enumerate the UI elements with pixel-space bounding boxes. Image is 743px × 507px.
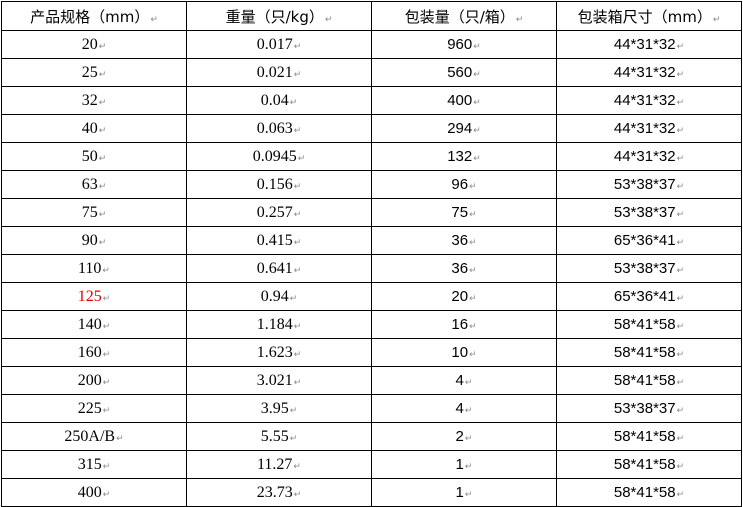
cell-pack-qty: 400 xyxy=(371,86,557,115)
header-row: 产品规格（mm） 重量（只/kg） 包装量（只/箱） 包装箱尺寸（mm） xyxy=(1,1,742,31)
cell-box-size: 53*38*37 xyxy=(556,170,742,199)
header-spec: 产品规格（mm） xyxy=(1,1,187,31)
table-row: 1100.6413653*38*37 xyxy=(1,254,742,283)
cell-pack-qty: 1 xyxy=(371,478,557,507)
cell-weight: 0.017 xyxy=(186,30,372,59)
cell-weight: 23.73 xyxy=(186,478,372,507)
cell-spec: 40 xyxy=(1,114,187,143)
cell-pack-qty: 4 xyxy=(371,366,557,395)
cell-spec: 400 xyxy=(1,478,187,507)
table-row: 320.0440044*31*32 xyxy=(1,86,742,115)
cell-pack-qty: 2 xyxy=(371,422,557,451)
cell-pack-qty: 20 xyxy=(371,282,557,311)
cell-weight: 0.04 xyxy=(186,86,372,115)
cell-weight: 1.623 xyxy=(186,338,372,367)
cell-weight: 0.257 xyxy=(186,198,372,227)
cell-box-size: 58*41*58 xyxy=(556,366,742,395)
cell-weight: 0.021 xyxy=(186,58,372,87)
cell-weight: 5.55 xyxy=(186,422,372,451)
cell-spec: 90 xyxy=(1,226,187,255)
table-row: 250.02156044*31*32 xyxy=(1,58,742,87)
cell-spec: 20 xyxy=(1,30,187,59)
cell-spec: 63 xyxy=(1,170,187,199)
cell-spec: 125 xyxy=(1,282,187,311)
cell-box-size: 53*38*37 xyxy=(556,254,742,283)
cell-weight: 0.415 xyxy=(186,226,372,255)
cell-box-size: 58*41*58 xyxy=(556,450,742,479)
cell-pack-qty: 1 xyxy=(371,450,557,479)
cell-weight: 11.27 xyxy=(186,450,372,479)
cell-box-size: 58*41*58 xyxy=(556,310,742,339)
cell-box-size: 58*41*58 xyxy=(556,478,742,507)
table-row: 2003.021458*41*58 xyxy=(1,366,742,395)
cell-spec: 140 xyxy=(1,310,187,339)
table-row: 500.094513244*31*32 xyxy=(1,142,742,171)
cell-box-size: 58*41*58 xyxy=(556,338,742,367)
cell-pack-qty: 10 xyxy=(371,338,557,367)
table-row: 40023.73158*41*58 xyxy=(1,478,742,507)
cell-spec: 315 xyxy=(1,450,187,479)
cell-box-size: 44*31*32 xyxy=(556,114,742,143)
cell-weight: 0.063 xyxy=(186,114,372,143)
cell-weight: 3.95 xyxy=(186,394,372,423)
cell-pack-qty: 294 xyxy=(371,114,557,143)
cell-spec: 225 xyxy=(1,394,187,423)
cell-pack-qty: 96 xyxy=(371,170,557,199)
cell-box-size: 44*31*32 xyxy=(556,142,742,171)
cell-spec: 75 xyxy=(1,198,187,227)
cell-box-size: 65*36*41 xyxy=(556,282,742,311)
cell-weight: 1.184 xyxy=(186,310,372,339)
table-row: 1401.1841658*41*58 xyxy=(1,310,742,339)
cell-pack-qty: 36 xyxy=(371,254,557,283)
cell-pack-qty: 75 xyxy=(371,198,557,227)
cell-box-size: 53*38*37 xyxy=(556,198,742,227)
header-box-size: 包装箱尺寸（mm） xyxy=(556,1,742,31)
cell-box-size: 44*31*32 xyxy=(556,58,742,87)
table-row: 400.06329444*31*32 xyxy=(1,114,742,143)
cell-weight: 0.94 xyxy=(186,282,372,311)
cell-box-size: 65*36*41 xyxy=(556,226,742,255)
table-row: 200.01796044*31*32 xyxy=(1,30,742,59)
cell-weight: 0.641 xyxy=(186,254,372,283)
cell-pack-qty: 16 xyxy=(371,310,557,339)
table-row: 250A/B5.55258*41*58 xyxy=(1,422,742,451)
cell-box-size: 44*31*32 xyxy=(556,86,742,115)
cell-pack-qty: 36 xyxy=(371,226,557,255)
cell-spec: 25 xyxy=(1,58,187,87)
cell-spec: 32 xyxy=(1,86,187,115)
table-row: 900.4153665*36*41 xyxy=(1,226,742,255)
table-row: 2253.95453*38*37 xyxy=(1,394,742,423)
cell-box-size: 44*31*32 xyxy=(556,30,742,59)
cell-spec: 50 xyxy=(1,142,187,171)
cell-weight: 3.021 xyxy=(186,366,372,395)
cell-box-size: 53*38*37 xyxy=(556,394,742,423)
cell-pack-qty: 132 xyxy=(371,142,557,171)
cell-spec: 250A/B xyxy=(1,422,187,451)
header-weight: 重量（只/kg） xyxy=(186,1,372,31)
cell-spec: 200 xyxy=(1,366,187,395)
cell-spec: 160 xyxy=(1,338,187,367)
table-row: 1601.6231058*41*58 xyxy=(1,338,742,367)
table-row: 750.2577553*38*37 xyxy=(1,198,742,227)
cell-spec: 110 xyxy=(1,254,187,283)
cell-pack-qty: 960 xyxy=(371,30,557,59)
table-row: 1250.942065*36*41 xyxy=(1,282,742,311)
cell-box-size: 58*41*58 xyxy=(556,422,742,451)
cell-pack-qty: 4 xyxy=(371,394,557,423)
table-row: 31511.27158*41*58 xyxy=(1,450,742,479)
table-row: 630.1569653*38*37 xyxy=(1,170,742,199)
header-pack-qty: 包装量（只/箱） xyxy=(371,1,557,31)
cell-pack-qty: 560 xyxy=(371,58,557,87)
cell-weight: 0.156 xyxy=(186,170,372,199)
cell-weight: 0.0945 xyxy=(186,142,372,171)
